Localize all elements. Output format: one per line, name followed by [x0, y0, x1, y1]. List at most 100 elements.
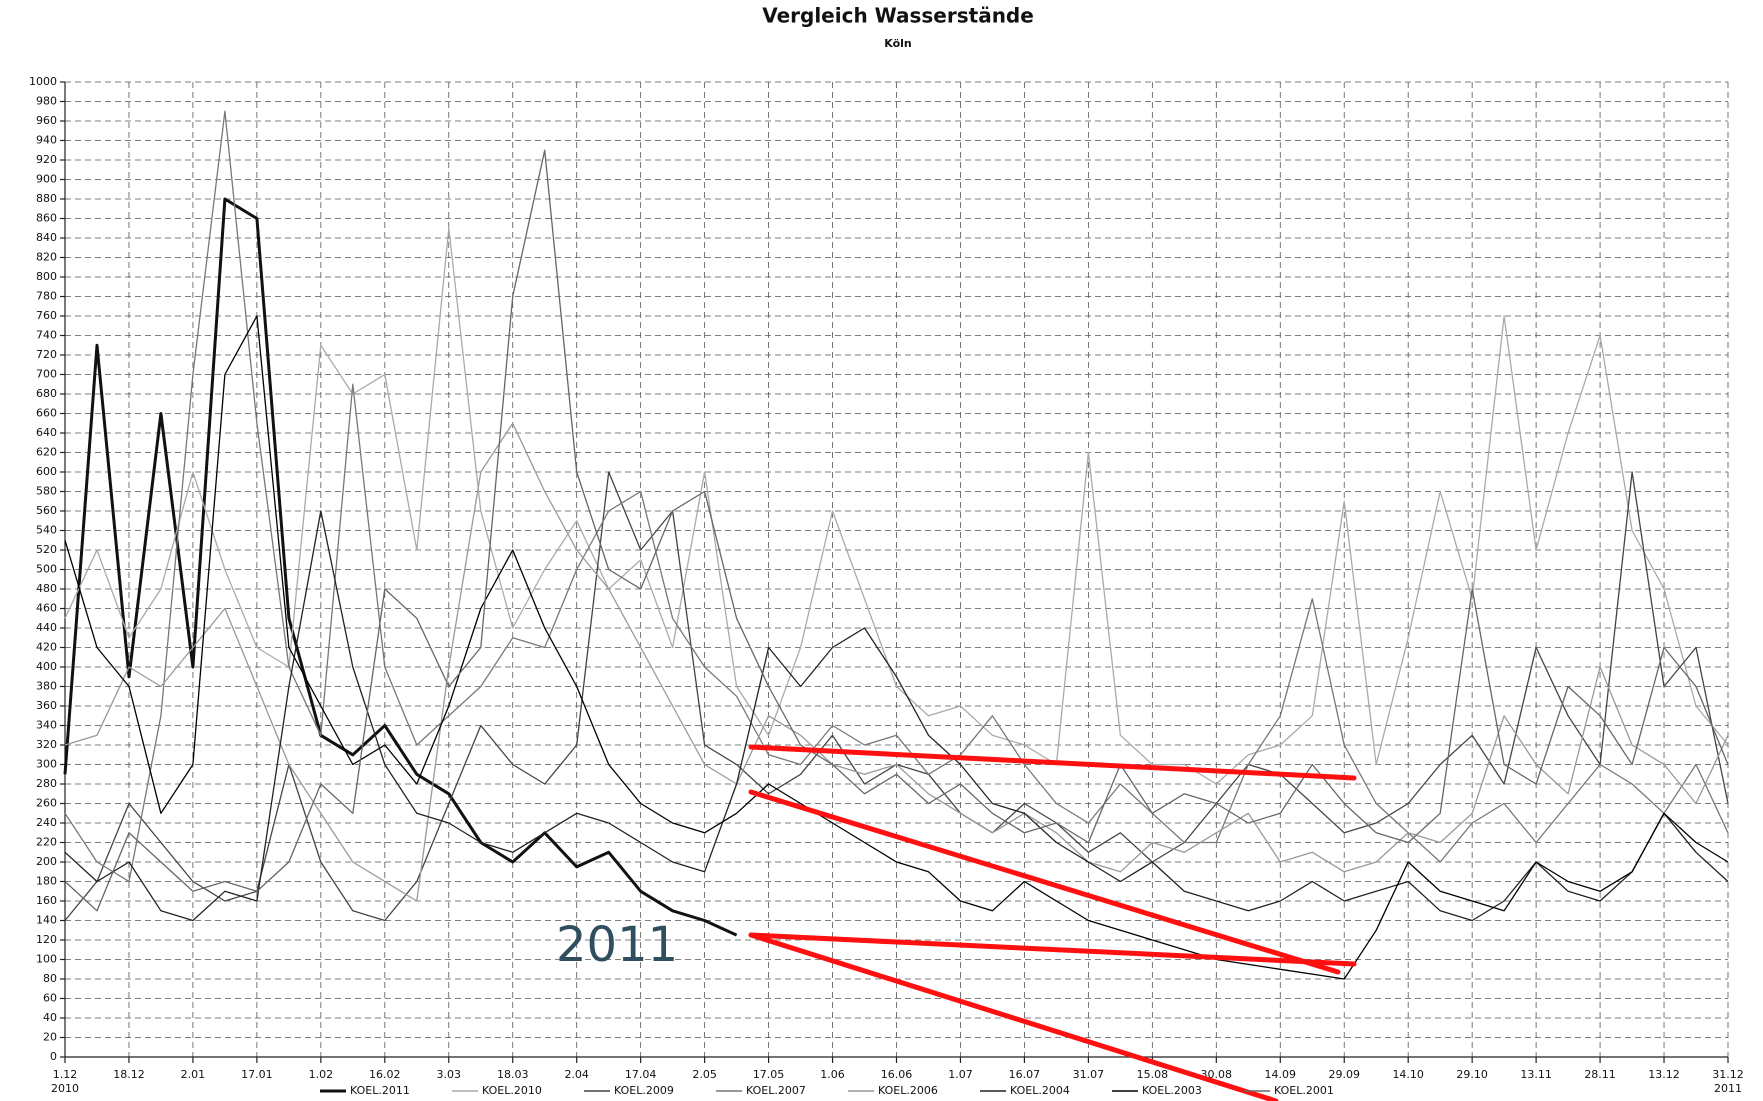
series-line: [64, 422, 1729, 902]
y-tick-label: 220: [36, 836, 57, 849]
y-tick-label: 840: [36, 231, 57, 244]
y-tick-label: 880: [36, 192, 57, 205]
y-tick-label: 700: [36, 368, 57, 381]
x-tick-label: 1.12: [53, 1068, 78, 1081]
x-tick-label: 2.01: [181, 1068, 206, 1081]
x-tick-label: 16.02: [369, 1068, 401, 1081]
x-tick-label: 1.07: [948, 1068, 973, 1081]
trend-line: [748, 744, 1357, 781]
y-tick-label: 240: [36, 816, 57, 829]
y-tick-label: 460: [36, 602, 57, 615]
y-tick-label: 520: [36, 543, 57, 556]
legend-label: KOEL.2009: [614, 1084, 674, 1097]
x-year-label: 2010: [51, 1082, 79, 1095]
x-tick-label: 2.05: [692, 1068, 717, 1081]
chart-title: Vergleich Wasserstände: [762, 4, 1034, 28]
x-tick-label: 18.12: [113, 1068, 145, 1081]
x-tick-label: 2.04: [564, 1068, 589, 1081]
y-tick-label: 180: [36, 875, 57, 888]
x-tick-label: 17.01: [241, 1068, 273, 1081]
y-tick-label: 540: [36, 524, 57, 537]
x-tick-label: 29.10: [1456, 1068, 1488, 1081]
x-tick-label: 13.12: [1648, 1068, 1680, 1081]
annotation: 2011: [556, 917, 678, 973]
y-tick-label: 300: [36, 758, 57, 771]
legend-label: KOEL.2011: [350, 1084, 410, 1097]
y-tick-label: 740: [36, 329, 57, 342]
y-tick-label: 660: [36, 407, 57, 420]
y-tick-label: 580: [36, 485, 57, 498]
y-tick-label: 960: [36, 114, 57, 127]
legend-label: KOEL.2006: [878, 1084, 938, 1097]
y-tick-label: 720: [36, 348, 57, 361]
x-tick-label: 29.09: [1328, 1068, 1360, 1081]
y-tick-label: 480: [36, 582, 57, 595]
legend-label: KOEL.2003: [1142, 1084, 1202, 1097]
x-tick-label: 1.06: [820, 1068, 845, 1081]
y-tick-label: 60: [43, 992, 57, 1005]
trend-line: [748, 932, 1279, 1101]
y-tick-label: 620: [36, 446, 57, 459]
y-tick-label: 600: [36, 465, 57, 478]
x-tick-label: 1.02: [309, 1068, 334, 1081]
y-tick-label: 200: [36, 855, 57, 868]
y-tick-label: 80: [43, 972, 57, 985]
y-tick-label: 260: [36, 797, 57, 810]
trend-line: [748, 932, 1357, 967]
x-year-label: 2011: [1714, 1082, 1742, 1095]
x-tick-label: 3.03: [437, 1068, 462, 1081]
series-line: [64, 510, 1729, 922]
legend-label: KOEL.2004: [1010, 1084, 1070, 1097]
y-tick-label: 820: [36, 251, 57, 264]
y-tick-label: 120: [36, 933, 57, 946]
y-tick-label: 100: [36, 953, 57, 966]
x-tick-label: 13.11: [1520, 1068, 1552, 1081]
y-tick-label: 640: [36, 426, 57, 439]
x-tick-label: 16.06: [881, 1068, 913, 1081]
x-tick-label: 18.03: [497, 1068, 529, 1081]
x-tick-label: 17.04: [625, 1068, 657, 1081]
y-tick-label: 320: [36, 738, 57, 751]
y-tick-label: 400: [36, 660, 57, 673]
y-tick-label: 940: [36, 134, 57, 147]
y-tick-label: 500: [36, 563, 57, 576]
x-tick-label: 15.08: [1137, 1068, 1169, 1081]
series-line: [64, 149, 1729, 912]
y-tick-label: 780: [36, 290, 57, 303]
y-tick-label: 0: [50, 1050, 57, 1063]
series-line: [64, 110, 1729, 883]
series-line: [64, 315, 1729, 980]
y-tick-label: 440: [36, 621, 57, 634]
y-tick-label: 560: [36, 504, 57, 517]
x-tick-label: 31.07: [1073, 1068, 1105, 1081]
trend-annotations: [748, 744, 1357, 1101]
y-tick-label: 800: [36, 270, 57, 283]
plot-area: 0 20 40 60 80 100 120 140 160 180 200 220 240 260 280 3…: [29, 75, 1744, 1095]
x-tick-label: 14.10: [1392, 1068, 1424, 1081]
trend-line: [748, 789, 1341, 975]
y-tick-label: 860: [36, 212, 57, 225]
legend-label: KOEL.2007: [746, 1084, 806, 1097]
chart-subtitle: Köln: [884, 37, 912, 50]
y-tick-label: 40: [43, 1011, 57, 1024]
y-tick-label: 360: [36, 699, 57, 712]
y-tick-label: 20: [43, 1031, 57, 1044]
legend-label: KOEL.2010: [482, 1084, 542, 1097]
x-tick-label: 28.11: [1584, 1068, 1616, 1081]
series-line: [63, 197, 738, 937]
y-tick-label: 1000: [29, 75, 57, 88]
y-tick-label: 160: [36, 894, 57, 907]
y-tick-label: 900: [36, 173, 57, 186]
x-tick-label: 17.05: [753, 1068, 785, 1081]
y-tick-label: 680: [36, 387, 57, 400]
y-tick-label: 380: [36, 680, 57, 693]
y-tick-label: 920: [36, 153, 57, 166]
series-line: [64, 227, 1729, 785]
x-tick-label: 14.09: [1265, 1068, 1297, 1081]
x-tick-label: 31.12: [1712, 1068, 1744, 1081]
legend-label: KOEL.2001: [1274, 1084, 1334, 1097]
y-tick-label: 760: [36, 309, 57, 322]
y-tick-label: 340: [36, 719, 57, 732]
y-tick-label: 140: [36, 914, 57, 927]
